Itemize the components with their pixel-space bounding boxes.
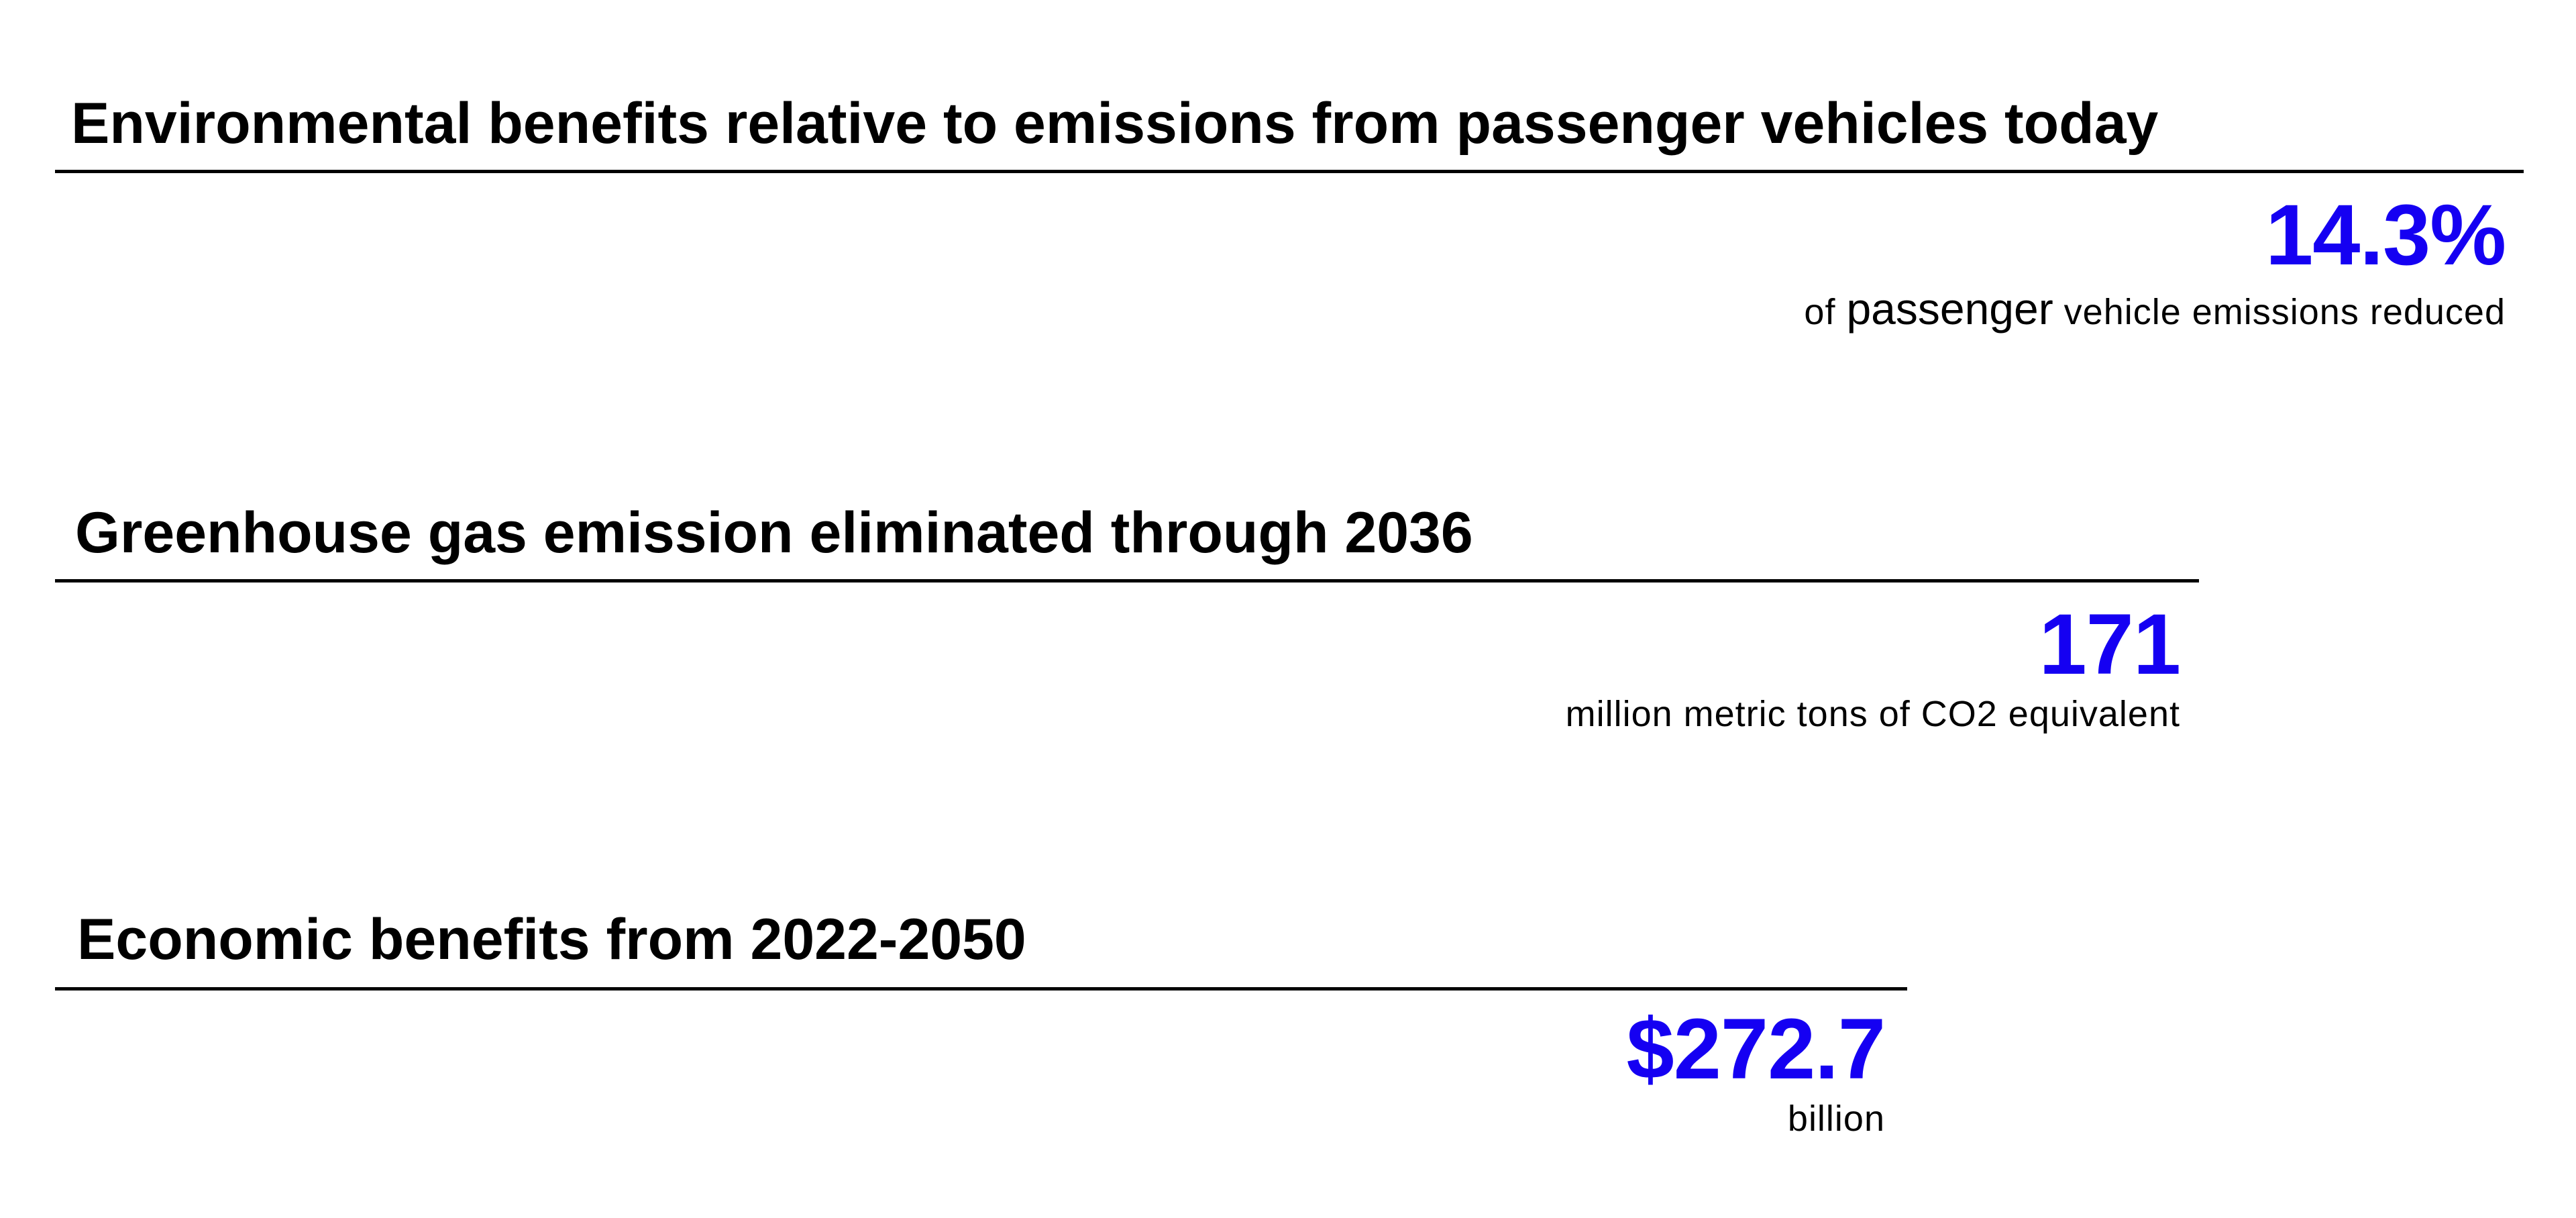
economic-benefits-divider — [55, 987, 1907, 991]
emissions-eliminated-value: 171 — [2039, 597, 2181, 693]
environmental-benefits-divider — [55, 170, 2524, 173]
environmental-benefits-stat: 14.3% of passenger vehicle emissions red… — [1804, 187, 2506, 332]
environmental-benefits-heading: Environmental benefits relative to emiss… — [71, 91, 2159, 156]
caption-emphasis: passenger — [1846, 284, 2053, 334]
greenhouse-gas-stat: 171 million metric tons of CO2 equivalen… — [1565, 597, 2181, 734]
greenhouse-gas-divider — [55, 579, 2199, 582]
emissions-reduced-caption: of passenger vehicle emissions reduced — [1804, 287, 2506, 331]
economic-benefits-heading: Economic benefits from 2022-2050 — [77, 907, 1026, 972]
emissions-eliminated-caption: million metric tons of CO2 equivalent — [1565, 694, 2180, 734]
caption-prefix: of — [1804, 292, 1847, 332]
economic-benefits-stat: $272.7 billion — [1627, 1007, 1886, 1137]
greenhouse-gas-heading: Greenhouse gas emission eliminated throu… — [75, 501, 1473, 565]
economic-benefits-value: $272.7 — [1626, 1001, 1886, 1097]
caption-suffix: vehicle emissions reduced — [2053, 292, 2506, 332]
economic-benefits-caption: billion — [1787, 1099, 1885, 1139]
emissions-reduced-value: 14.3% — [2265, 187, 2506, 283]
